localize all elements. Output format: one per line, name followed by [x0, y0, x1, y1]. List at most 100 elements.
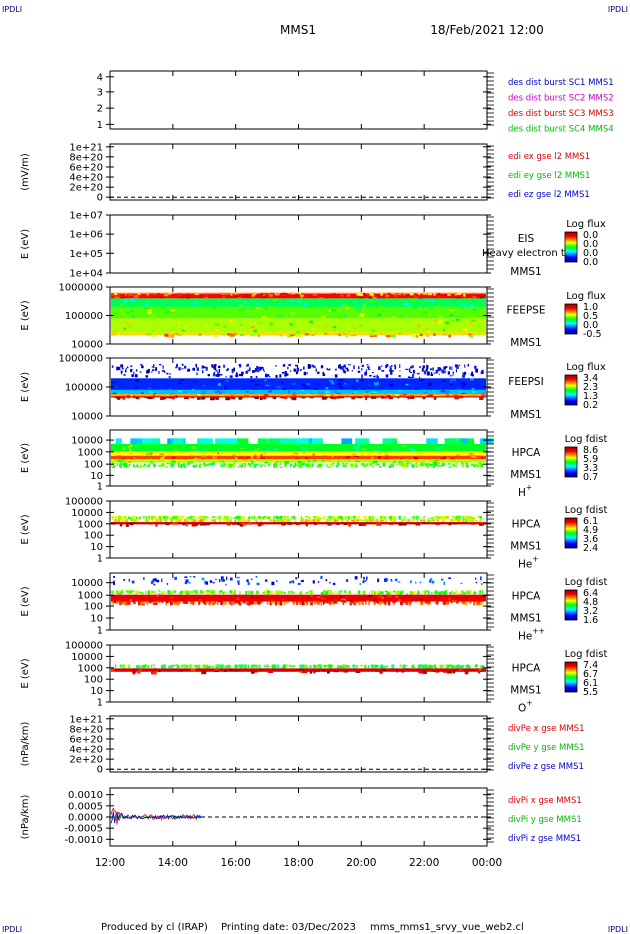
spectrogram-pixel [243, 395, 249, 397]
spectrogram-pixel [343, 304, 346, 308]
spectrogram-pixel [328, 466, 331, 468]
spectrogram-pixel [447, 371, 451, 375]
spectrogram-pixel [291, 665, 294, 668]
spectrogram-pixel [178, 519, 181, 523]
spectrogram-pixel [240, 524, 243, 527]
spectrogram-pixel [450, 601, 453, 603]
spectrogram-pixel [299, 670, 304, 673]
spectrogram-pixel [350, 594, 353, 597]
spectrogram-pixel [362, 292, 366, 296]
spectrogram-pixel [480, 456, 484, 460]
spectrogram-pixel [283, 591, 286, 594]
spectrogram-pixel [363, 576, 365, 580]
spectrogram-pixel [330, 395, 335, 398]
spectrogram-pixel [410, 516, 414, 519]
spectrogram-pixel [196, 590, 198, 592]
spectrogram-pixel [218, 460, 223, 463]
spectrogram-pixel [365, 519, 368, 523]
spectrogram-pixel [273, 396, 277, 400]
spectrogram-pixel [139, 593, 142, 595]
spectrogram-pixel [397, 590, 400, 594]
spectrogram-pixel [267, 665, 270, 667]
spectrogram-pixel [433, 466, 436, 469]
spectrogram-pixel [262, 315, 267, 319]
spectrogram-pixel [306, 383, 310, 386]
spectrogram-pixel [372, 301, 377, 305]
spectrogram-pixel [239, 463, 241, 467]
species-label: He++ [518, 627, 545, 643]
spectrogram-pixel [392, 461, 397, 463]
spectrogram-pixel [362, 590, 365, 595]
spectrogram-pixel [472, 516, 476, 520]
spectrogram-pixel [144, 457, 147, 459]
spectrogram-pixel [359, 590, 361, 595]
spectrogram-pixel [135, 379, 139, 382]
spectrogram-pixel [321, 459, 324, 462]
spectrogram-pixel [111, 515, 113, 520]
spectrogram-pixel [161, 463, 165, 467]
spectrogram-pixel [250, 664, 253, 669]
spectrogram-pixel [305, 601, 307, 604]
spectrogram-pixel [215, 517, 217, 520]
spectrogram-band [111, 522, 486, 525]
spectrogram-pixel [133, 601, 135, 605]
spectrogram-pixel [283, 519, 287, 524]
spectrogram-pixel [189, 515, 192, 520]
spectrogram-pixel [176, 363, 179, 368]
spectrogram-pixel [423, 515, 425, 519]
spectrogram-pixel [168, 396, 173, 399]
spectrogram-pixel [378, 333, 382, 335]
spectrogram-pixel [262, 516, 265, 520]
spectrogram-pixel [241, 664, 244, 668]
spectrogram-pixel [173, 438, 184, 444]
spectrogram-pixel [197, 664, 201, 669]
spectrogram-pixel [425, 459, 429, 463]
spectrogram-pixel [306, 665, 308, 669]
spectrogram-pixel [360, 387, 365, 391]
spectrogram-pixel [250, 376, 253, 379]
spectrogram-pixel [342, 601, 345, 605]
spectrogram-pixel [429, 368, 433, 371]
spectrogram-pixel [221, 664, 224, 666]
spectrogram-pixel [231, 523, 236, 525]
spectrogram-pixel [235, 374, 237, 378]
spectrogram-pixel [462, 516, 465, 519]
spectrogram-pixel [313, 522, 317, 525]
spectrogram-pixel [229, 518, 233, 520]
spectrogram-pixel [229, 590, 232, 593]
spectrogram-pixel [296, 444, 300, 446]
spectrogram-pixel [324, 601, 327, 604]
spectrogram-pixel [446, 670, 452, 674]
spectrogram-pixel [420, 519, 423, 523]
spectrogram-pixel [164, 519, 168, 523]
spectrogram-pixel [169, 453, 174, 457]
spectrogram-pixel [201, 577, 205, 581]
spectrogram-pixel [350, 449, 355, 452]
spectrogram-pixel [440, 664, 444, 668]
spectrogram-pixel [437, 293, 441, 296]
spectrogram-pixel [310, 594, 313, 597]
spectrogram-pixel [425, 395, 430, 397]
spectrogram-pixel [317, 314, 320, 316]
colorbar [564, 446, 578, 478]
spectrogram-pixel [152, 452, 156, 455]
spectrogram-pixel [129, 601, 131, 605]
spectrogram-pixel [313, 671, 316, 674]
spectrogram-pixel [367, 516, 370, 519]
spectrogram-pixel [452, 523, 457, 525]
spectrogram-pixel [136, 591, 138, 595]
spectrogram-pixel [363, 303, 366, 307]
spectrogram-pixel [435, 670, 440, 673]
spectrogram-pixel [244, 601, 247, 604]
spectrogram-pixel [122, 367, 124, 370]
spectrogram-pixel [163, 293, 169, 297]
spectrogram-pixel [318, 322, 322, 324]
spectrogram-pixel [122, 457, 127, 460]
spectrogram-pixel [212, 392, 216, 395]
spectrogram-pixel [433, 319, 437, 322]
spectrogram-pixel [165, 460, 169, 463]
spectrogram-pixel [329, 463, 333, 467]
species-charge: + [526, 699, 532, 708]
spectrogram-pixel [334, 449, 338, 453]
legend-entry: des dist burst SC2 MMS2 [508, 94, 614, 104]
